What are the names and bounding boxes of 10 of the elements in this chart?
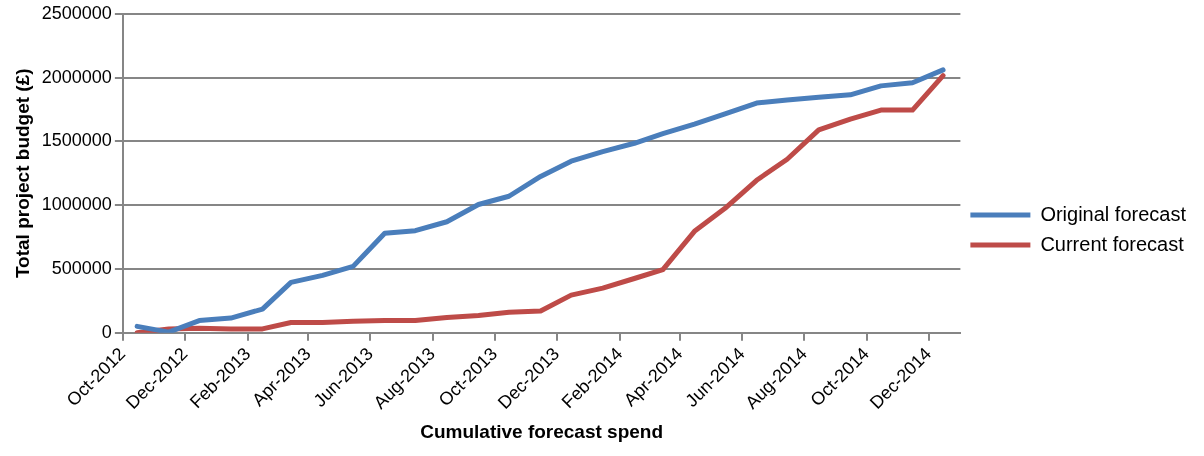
x-axis-title: Cumulative forecast spend <box>420 420 664 442</box>
legend-label: Original forecast <box>1040 202 1187 225</box>
y-tick-label: 2000000 <box>41 66 112 87</box>
y-tick-label: 500000 <box>51 257 112 278</box>
y-tick-label: 1500000 <box>41 130 112 151</box>
y-tick-label: 2500000 <box>41 2 112 23</box>
y-tick-label: 1000000 <box>41 194 112 215</box>
y-tick-label: 0 <box>101 321 112 342</box>
legend-label: Current forecast <box>1040 232 1185 255</box>
y-axis-title: Total project budget (£) <box>11 68 33 279</box>
